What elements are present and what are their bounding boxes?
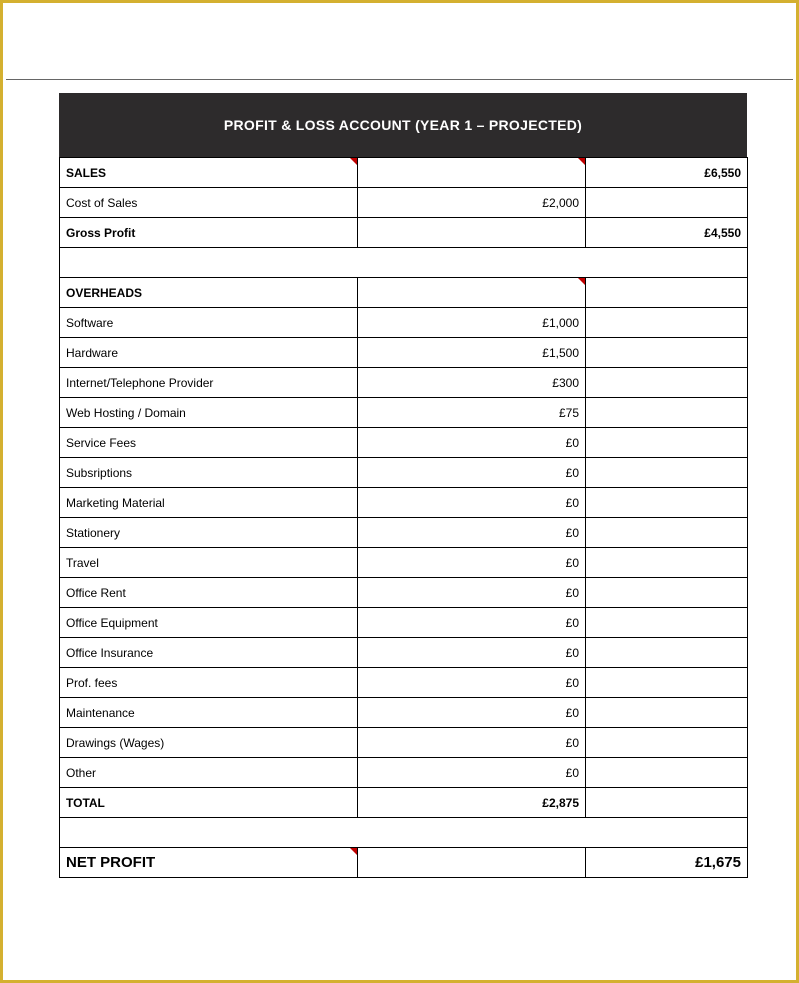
overhead-item-value: £1,000 <box>358 308 586 338</box>
cost-of-sales-label: Cost of Sales <box>60 188 358 218</box>
overhead-item-value: £75 <box>358 398 586 428</box>
overhead-item-right <box>586 728 748 758</box>
cost-of-sales-value: £2,000 <box>358 188 586 218</box>
overheads-header-row: OVERHEADS <box>60 278 748 308</box>
gross-profit-value: £4,550 <box>586 218 748 248</box>
overhead-item-value: £0 <box>358 698 586 728</box>
overheads-label: OVERHEADS <box>60 278 358 308</box>
overhead-item-right <box>586 338 748 368</box>
overheads-total-label: TOTAL <box>60 788 358 818</box>
overhead-item-label: Office Insurance <box>60 638 358 668</box>
gross-profit-mid <box>358 218 586 248</box>
overhead-item-label: Hardware <box>60 338 358 368</box>
overhead-item-right <box>586 518 748 548</box>
sheet-title: PROFIT & LOSS ACCOUNT (YEAR 1 – PROJECTE… <box>59 93 747 157</box>
spacer-row-1 <box>60 248 748 278</box>
overhead-item-right <box>586 368 748 398</box>
overheads-total-row: TOTAL £2,875 <box>60 788 748 818</box>
overhead-item-label: Stationery <box>60 518 358 548</box>
page-border: PROFIT & LOSS ACCOUNT (YEAR 1 – PROJECTE… <box>0 0 799 983</box>
overhead-row: Hardware£1,500 <box>60 338 748 368</box>
overhead-row: Software£1,000 <box>60 308 748 338</box>
profit-loss-sheet: PROFIT & LOSS ACCOUNT (YEAR 1 – PROJECTE… <box>59 93 747 878</box>
overhead-item-value: £0 <box>358 428 586 458</box>
net-profit-label: NET PROFIT <box>60 848 358 878</box>
overhead-row: Office Insurance£0 <box>60 638 748 668</box>
overhead-item-right <box>586 548 748 578</box>
overhead-item-label: Prof. fees <box>60 668 358 698</box>
overhead-item-value: £0 <box>358 578 586 608</box>
spacer-row-2 <box>60 818 748 848</box>
overhead-item-value: £0 <box>358 638 586 668</box>
overhead-item-right <box>586 668 748 698</box>
overhead-item-right <box>586 608 748 638</box>
overhead-item-label: Office Rent <box>60 578 358 608</box>
overheads-total-value: £2,875 <box>358 788 586 818</box>
overhead-row: Marketing Material£0 <box>60 488 748 518</box>
sales-header-row: SALES £6,550 <box>60 158 748 188</box>
overhead-row: Service Fees£0 <box>60 428 748 458</box>
overhead-row: Office Rent£0 <box>60 578 748 608</box>
overhead-row: Prof. fees£0 <box>60 668 748 698</box>
sales-mid <box>358 158 586 188</box>
overhead-row: Subsriptions£0 <box>60 458 748 488</box>
overhead-item-value: £0 <box>358 458 586 488</box>
overhead-row: Internet/Telephone Provider£300 <box>60 368 748 398</box>
overhead-item-right <box>586 698 748 728</box>
overhead-item-right <box>586 638 748 668</box>
profit-loss-table: SALES £6,550 Cost of Sales £2,000 Gross … <box>59 157 748 878</box>
overhead-row: Stationery£0 <box>60 518 748 548</box>
overhead-item-value: £0 <box>358 548 586 578</box>
overhead-item-label: Service Fees <box>60 428 358 458</box>
overhead-item-value: £0 <box>358 728 586 758</box>
overhead-item-right <box>586 488 748 518</box>
net-profit-mid <box>358 848 586 878</box>
overhead-item-value: £0 <box>358 488 586 518</box>
overhead-item-label: Other <box>60 758 358 788</box>
gross-profit-row: Gross Profit £4,550 <box>60 218 748 248</box>
overhead-item-value: £0 <box>358 668 586 698</box>
overhead-item-label: Travel <box>60 548 358 578</box>
gross-profit-label: Gross Profit <box>60 218 358 248</box>
overhead-item-right <box>586 458 748 488</box>
overhead-item-label: Subsriptions <box>60 458 358 488</box>
overhead-item-label: Internet/Telephone Provider <box>60 368 358 398</box>
sales-total: £6,550 <box>586 158 748 188</box>
overhead-item-label: Marketing Material <box>60 488 358 518</box>
overhead-item-value: £1,500 <box>358 338 586 368</box>
overhead-row: Office Equipment£0 <box>60 608 748 638</box>
cost-of-sales-row: Cost of Sales £2,000 <box>60 188 748 218</box>
overhead-item-label: Web Hosting / Domain <box>60 398 358 428</box>
overhead-item-value: £0 <box>358 758 586 788</box>
overheads-right <box>586 278 748 308</box>
overhead-row: Other£0 <box>60 758 748 788</box>
sales-label: SALES <box>60 158 358 188</box>
overhead-item-value: £0 <box>358 608 586 638</box>
overheads-mid <box>358 278 586 308</box>
overhead-item-right <box>586 398 748 428</box>
cost-of-sales-right <box>586 188 748 218</box>
overhead-item-right <box>586 758 748 788</box>
overhead-row: Travel£0 <box>60 548 748 578</box>
overhead-item-value: £300 <box>358 368 586 398</box>
top-rule <box>6 79 793 80</box>
overheads-total-right <box>586 788 748 818</box>
overhead-row: Drawings (Wages)£0 <box>60 728 748 758</box>
overhead-item-label: Maintenance <box>60 698 358 728</box>
overhead-item-right <box>586 578 748 608</box>
overhead-item-value: £0 <box>358 518 586 548</box>
overhead-row: Maintenance£0 <box>60 698 748 728</box>
overhead-item-label: Drawings (Wages) <box>60 728 358 758</box>
net-profit-value: £1,675 <box>586 848 748 878</box>
net-profit-row: NET PROFIT £1,675 <box>60 848 748 878</box>
overhead-item-label: Software <box>60 308 358 338</box>
overhead-row: Web Hosting / Domain£75 <box>60 398 748 428</box>
overhead-item-right <box>586 308 748 338</box>
overhead-item-right <box>586 428 748 458</box>
overhead-item-label: Office Equipment <box>60 608 358 638</box>
